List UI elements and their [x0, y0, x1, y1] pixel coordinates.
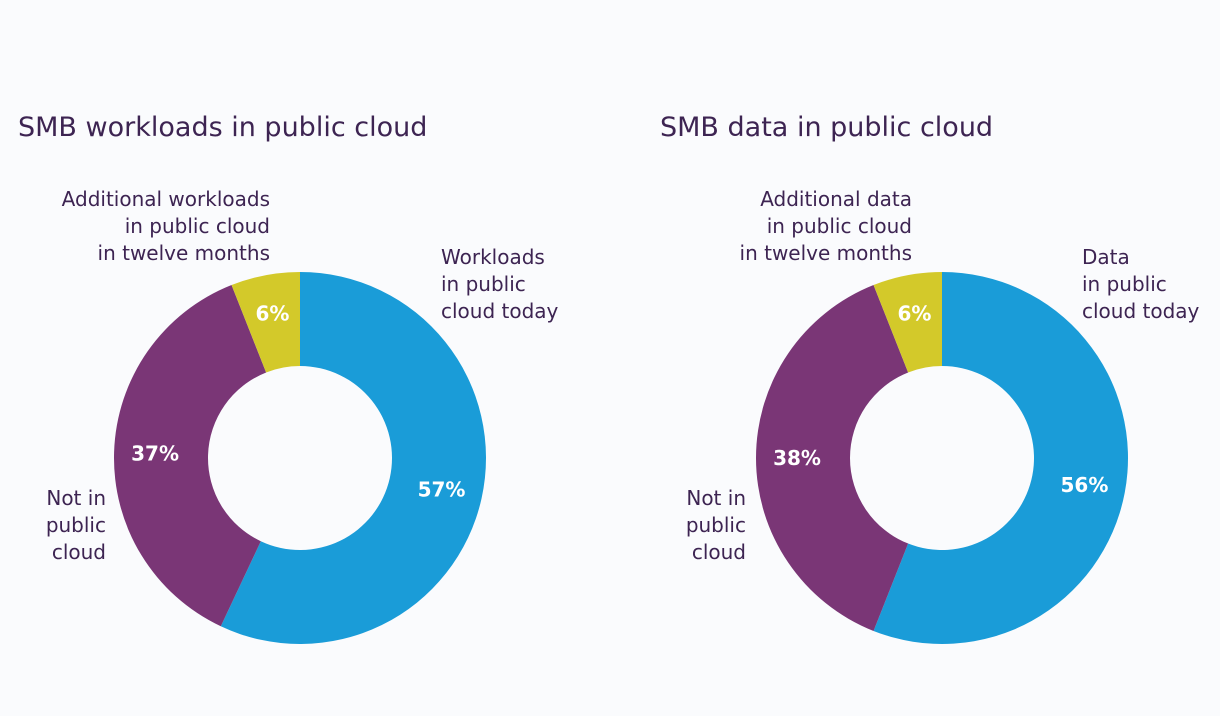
chart2-slice-not-in	[756, 285, 909, 631]
chart2-label-today: Data in public cloud today	[1082, 244, 1218, 325]
chart1-title: SMB workloads in public cloud	[18, 112, 428, 143]
chart2-label-additional-line1: Additional data	[760, 187, 912, 211]
chart1-value-label-additional: 6%	[255, 302, 289, 326]
chart1-label-today-line2: in public	[441, 272, 526, 296]
chart1-label-additional-line3: in twelve months	[97, 241, 270, 265]
chart1-label-today-line1: Workloads	[441, 245, 545, 269]
chart1-label-not-line3: cloud	[51, 540, 106, 564]
chart2-value-label-not-in: 38%	[773, 446, 821, 470]
chart2-title: SMB data in public cloud	[660, 112, 994, 143]
chart1-label-today-line3: cloud today	[441, 299, 559, 323]
chart1-label-additional-line1: Additional workloads	[61, 187, 270, 211]
chart2-label-today-line3: cloud today	[1082, 299, 1200, 323]
chart2-slice-additional	[873, 272, 942, 373]
chart1-label-not-line1: Not in	[46, 486, 106, 510]
chart2-label-additional-line2: in public cloud	[766, 214, 912, 238]
chart2-label-today-line1: Data	[1082, 245, 1130, 269]
chart2-label-not-line1: Not in	[686, 486, 746, 510]
chart1-slice-additional	[231, 272, 300, 373]
chart1-value-label-today: 57%	[418, 478, 466, 502]
chart2-label-additional-line3: in twelve months	[739, 241, 912, 265]
chart1-slice-today	[220, 272, 486, 645]
chart2-label-today-line2: in public	[1082, 272, 1167, 296]
chart2-label-not-line2: public	[685, 513, 746, 537]
chart1-label-not: Not in public cloud	[6, 485, 106, 566]
chart2-label-not-line3: cloud	[691, 540, 746, 564]
chart2-slice-today	[873, 272, 1128, 644]
chart1-label-today: Workloads in public cloud today	[441, 244, 591, 325]
chart1-value-label-not-in: 37%	[131, 441, 179, 465]
chart2-value-label-today: 56%	[1060, 473, 1108, 497]
chart2-label-not: Not in public cloud	[646, 485, 746, 566]
chart1-slice-not-in	[114, 285, 267, 627]
chart2-label-additional: Additional data in public cloud in twelv…	[682, 186, 912, 267]
chart1-label-not-line2: public	[45, 513, 106, 537]
chart1-label-additional-line2: in public cloud	[124, 214, 270, 238]
chart1-label-additional: Additional workloads in public cloud in …	[40, 186, 270, 267]
chart2-value-label-additional: 6%	[897, 302, 931, 326]
